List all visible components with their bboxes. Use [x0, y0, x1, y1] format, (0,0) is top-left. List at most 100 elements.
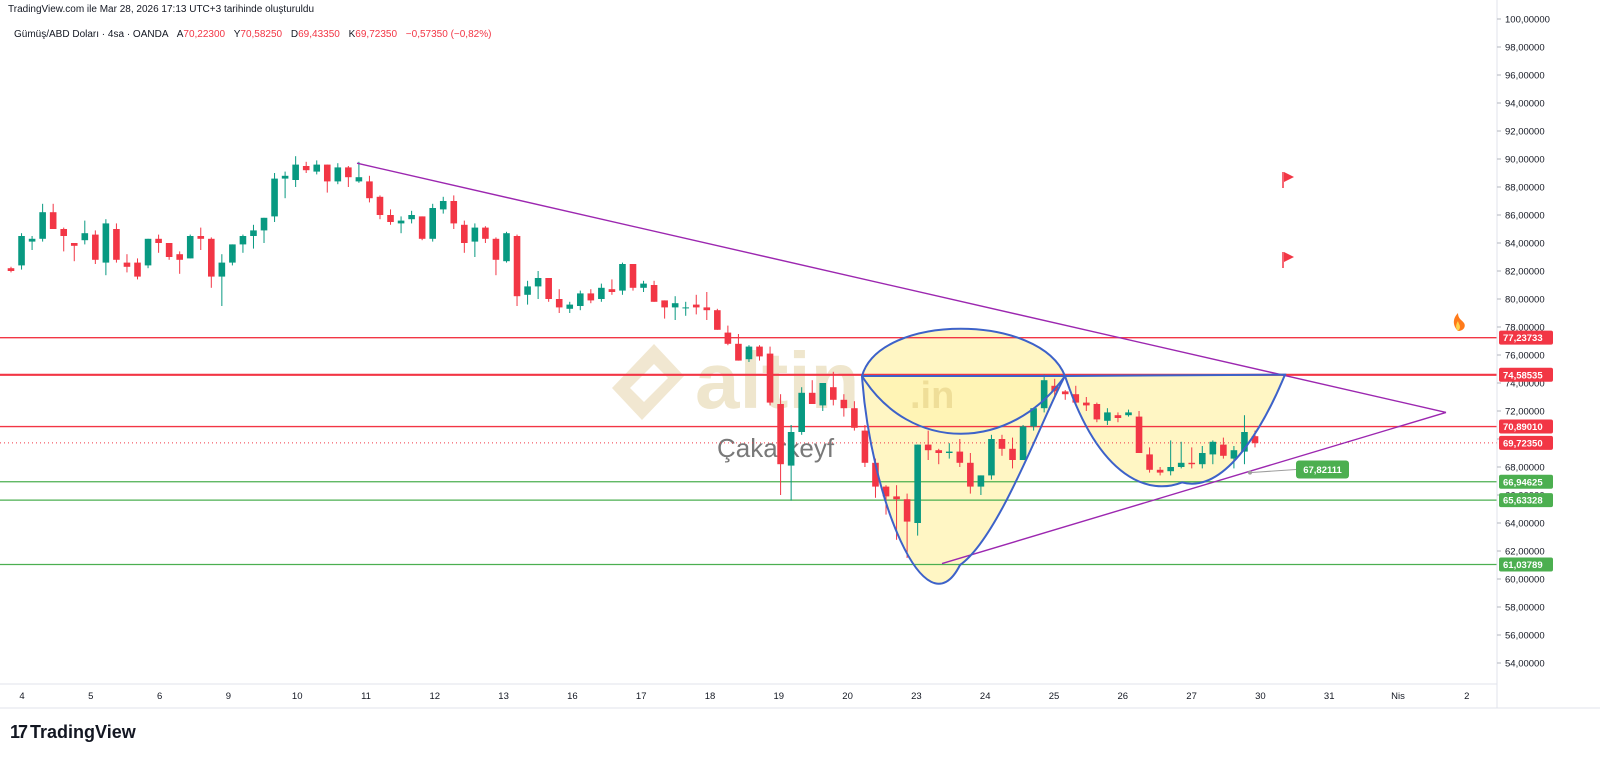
candle-body: [756, 346, 763, 357]
candle-body: [155, 238, 162, 243]
candle-body: [840, 399, 848, 409]
candle: [197, 227, 205, 250]
candle: [661, 300, 668, 319]
candle: [808, 380, 816, 404]
candle: [545, 278, 552, 302]
time-axis[interactable]: 4 5 6 9 10 11 12 13 16 17 18 19 20 23 24 25 26 27 30 31 Nis 2: [0, 683, 1600, 709]
price-axis[interactable]: 100,00000 98,00000 96,00000 94,00000 92,0000…: [1496, 0, 1550, 708]
candle: [7, 266, 15, 273]
pattern-fill: [862, 328, 1065, 434]
open-value: 70,22300: [183, 29, 226, 40]
candle-body: [1114, 415, 1122, 418]
pattern-fills: [862, 328, 1285, 584]
tradingview-logo-text: TradingView: [30, 722, 136, 742]
descending-trendline: [356, 162, 1447, 414]
candle-body: [123, 262, 131, 267]
candle-body: [281, 175, 289, 179]
candle-body: [1146, 454, 1153, 470]
candle-body: [851, 408, 858, 428]
time-tick-label: 26: [1118, 691, 1129, 702]
price-tick-label: 68,00000: [1505, 463, 1545, 474]
price-tick-label: 92,00000: [1505, 127, 1545, 138]
price-tick-label: 80,00000: [1505, 295, 1545, 306]
drawings: [356, 162, 1447, 585]
candle: [271, 173, 278, 222]
candle-body: [313, 164, 321, 172]
candle: [429, 203, 436, 242]
candle: [1156, 467, 1164, 476]
candle-body: [1135, 416, 1143, 453]
candle-body: [355, 177, 363, 182]
callout-badge: [1296, 460, 1349, 479]
candle: [555, 289, 563, 313]
candle-body: [60, 229, 68, 236]
candle-body: [703, 307, 711, 311]
time-tick-label: 18: [705, 691, 716, 702]
candle: [851, 401, 858, 431]
price-tick-label: 54,00000: [1505, 659, 1545, 670]
candle-body: [1019, 426, 1027, 460]
watermark-brand: altin: [695, 336, 859, 425]
candle: [49, 203, 57, 229]
candle: [1104, 408, 1111, 425]
time-tick-label: 10: [292, 691, 303, 702]
candle-body: [229, 244, 236, 263]
candle: [471, 223, 479, 257]
candle-body: [619, 264, 626, 291]
candle-body: [492, 238, 500, 260]
candle: [281, 171, 289, 199]
resistance-price-badge: [1499, 367, 1553, 382]
candle-body: [819, 383, 827, 406]
candle-body: [70, 243, 78, 246]
candle-body: [323, 164, 331, 182]
pattern-outline: [1063, 373, 1287, 488]
candle: [777, 394, 784, 495]
candle-body: [1030, 408, 1037, 427]
candle: [1198, 446, 1206, 469]
candle-body: [587, 293, 595, 301]
candle: [998, 434, 1006, 456]
time-tick-label: 6: [157, 691, 162, 702]
price-tick-label: 94,00000: [1505, 99, 1545, 110]
candle: [1125, 409, 1132, 417]
price-tick-label: 78,00000: [1505, 323, 1545, 334]
candle-body: [7, 268, 15, 271]
support-price-badge: [1499, 474, 1553, 489]
flag-icon: [1282, 252, 1294, 268]
candle: [682, 301, 690, 316]
candle-body: [81, 233, 89, 241]
candle: [134, 258, 141, 280]
candle: [566, 301, 574, 313]
candle: [914, 444, 921, 536]
candle: [1220, 437, 1227, 459]
price-tick-label: 88,00000: [1505, 183, 1545, 194]
candle-body: [766, 353, 774, 403]
price-tick-label: 84,00000: [1505, 239, 1545, 250]
price-badge-label: 69,72350: [1503, 438, 1543, 449]
candle: [165, 243, 173, 260]
candle-body: [165, 243, 173, 257]
candle-body: [545, 278, 552, 299]
candle-body: [439, 201, 447, 210]
price-tick-label: 76,00000: [1505, 351, 1545, 362]
candle: [1241, 415, 1248, 465]
candle-body: [397, 220, 405, 224]
tradingview-logo[interactable]: 17 TradingView: [10, 722, 136, 743]
candle-body: [49, 212, 57, 229]
resistance-price-badge: [1499, 330, 1553, 345]
candle: [39, 203, 46, 242]
candle-body: [967, 462, 974, 487]
candle: [1230, 446, 1238, 469]
candle: [714, 308, 721, 330]
candle: [1146, 447, 1153, 473]
candle-body: [671, 303, 679, 308]
candle: [345, 166, 352, 187]
watermark-suffix: .in: [910, 375, 954, 417]
candle: [60, 227, 68, 252]
candle-body: [808, 392, 816, 404]
candle-body: [924, 444, 932, 451]
resistance-price-badge: [1499, 419, 1553, 434]
candle-body: [998, 439, 1006, 449]
candle: [745, 345, 753, 362]
